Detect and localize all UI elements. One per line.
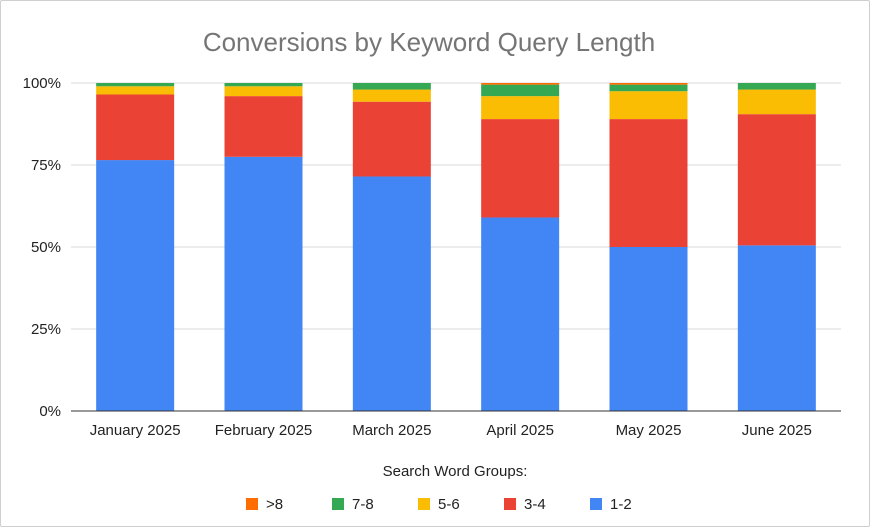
bar-segment-5-6	[352, 89, 431, 102]
x-tick-label: February 2025	[215, 422, 313, 439]
x-tick-label: January 2025	[90, 422, 181, 439]
legend-label: >8	[266, 496, 283, 513]
bar-segment-3-4	[352, 101, 431, 177]
bar-segment-5-6	[737, 89, 816, 115]
bar-segment-5-6	[96, 86, 175, 95]
bar-segment-3-4	[96, 94, 175, 161]
bar-segment-gt8	[481, 83, 560, 85]
y-tick-label: 50%	[31, 239, 61, 256]
legend-swatch	[504, 498, 516, 510]
legend-swatch	[246, 498, 258, 510]
bar-segment-7-8	[96, 83, 175, 87]
bar-segment-3-4	[224, 96, 303, 157]
legend-label: 3-4	[524, 496, 546, 513]
bar-segment-7-8	[737, 83, 816, 90]
x-axis-ticks: January 2025 February 2025 March 2025 April…	[90, 422, 812, 439]
y-tick-label: 25%	[31, 321, 61, 338]
legend-label: 5-6	[438, 496, 460, 513]
bar-segment-3-4	[481, 119, 560, 218]
bar-segment-7-8	[609, 84, 688, 92]
legend-label: 7-8	[352, 496, 374, 513]
legend-swatch	[590, 498, 602, 510]
y-axis-ticks: 0% 25% 50% 75% 100%	[23, 75, 61, 420]
legend-swatch	[332, 498, 344, 510]
bar-segment-1-2	[481, 217, 560, 411]
bar-segment-1-2	[96, 160, 175, 411]
bar-segment-7-8	[481, 84, 560, 97]
bar-segment-5-6	[224, 86, 303, 97]
legend: >8 7-8 5-6 3-4 1-2	[246, 496, 632, 513]
x-tick-label: May 2025	[616, 422, 682, 439]
x-tick-label: June 2025	[742, 422, 812, 439]
y-tick-label: 100%	[23, 75, 61, 92]
bar-segment-3-4	[609, 119, 688, 247]
bar-segment-7-8	[352, 83, 431, 90]
bar-segment-1-2	[737, 245, 816, 411]
bar-segment-1-2	[224, 156, 303, 411]
bar-segment-1-2	[352, 176, 431, 411]
bar-segment-gt8	[609, 83, 688, 85]
bar-segment-5-6	[481, 96, 560, 120]
legend-title: Search Word Groups:	[383, 463, 528, 480]
y-tick-label: 75%	[31, 157, 61, 174]
gridlines	[71, 82, 841, 330]
bar-segment-7-8	[224, 83, 303, 87]
y-tick-label: 0%	[39, 403, 61, 420]
legend-swatch	[418, 498, 430, 510]
bars	[96, 83, 816, 411]
x-tick-label: April 2025	[486, 422, 554, 439]
legend-label: 1-2	[610, 496, 632, 513]
x-tick-label: March 2025	[352, 422, 431, 439]
bar-segment-5-6	[609, 91, 688, 120]
bar-segment-1-2	[609, 247, 688, 411]
chart-title: Conversions by Keyword Query Length	[203, 27, 655, 57]
bar-segment-3-4	[737, 114, 816, 246]
